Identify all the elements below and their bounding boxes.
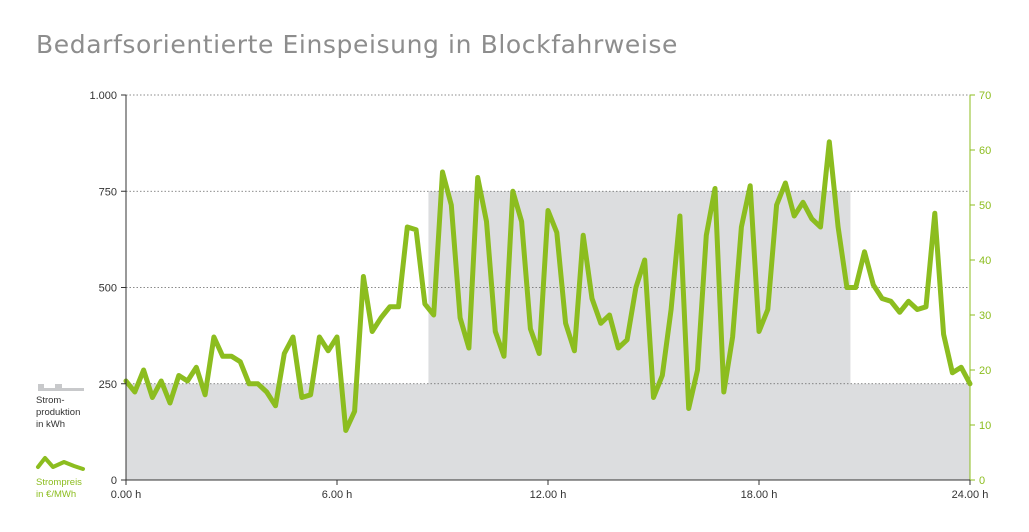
right-tick-label: 70 bbox=[979, 90, 991, 102]
price-legend-label: Strompreis bbox=[36, 477, 82, 488]
gridlines bbox=[126, 94, 970, 385]
price-line bbox=[123, 139, 973, 433]
left-tick-label: 0 bbox=[111, 475, 117, 487]
left-tick-label: 1.000 bbox=[89, 90, 117, 102]
x-tick-label: 24.00 h bbox=[952, 489, 989, 501]
x-tick-label: 6.00 h bbox=[322, 489, 353, 501]
production-legend-label: Strom- bbox=[36, 395, 65, 406]
x-tick-label: 0.00 h bbox=[111, 489, 142, 501]
right-tick-label: 0 bbox=[979, 475, 985, 487]
production-legend-label: in kWh bbox=[36, 419, 65, 430]
right-tick-label: 60 bbox=[979, 145, 991, 157]
production-legend-icon bbox=[38, 384, 84, 391]
production-area-layer bbox=[126, 191, 970, 480]
right-tick-label: 20 bbox=[979, 365, 991, 377]
right-tick-label: 40 bbox=[979, 255, 991, 267]
left-tick-label: 250 bbox=[99, 379, 117, 391]
left-tick-label: 500 bbox=[99, 283, 117, 295]
right-tick-label: 50 bbox=[979, 200, 991, 212]
production-area bbox=[126, 191, 970, 480]
chart-title: Bedarfsorientierte Einspeisung in Blockf… bbox=[36, 30, 679, 59]
production-legend-label: produktion bbox=[36, 407, 80, 418]
price-legend-label: in €/MWh bbox=[36, 489, 76, 500]
price-line-layer bbox=[123, 139, 973, 433]
x-tick-label: 18.00 h bbox=[741, 489, 778, 501]
right-tick-label: 10 bbox=[979, 420, 991, 432]
price-legend-icon bbox=[36, 456, 85, 471]
axes: 0 250 500 750 1.000 0 10 20 30 40 50 60 70 0.00 h 6.00… bbox=[89, 90, 991, 501]
right-tick-label: 30 bbox=[979, 310, 991, 322]
left-tick-label: 750 bbox=[99, 186, 117, 198]
x-tick-label: 12.00 h bbox=[530, 489, 567, 501]
